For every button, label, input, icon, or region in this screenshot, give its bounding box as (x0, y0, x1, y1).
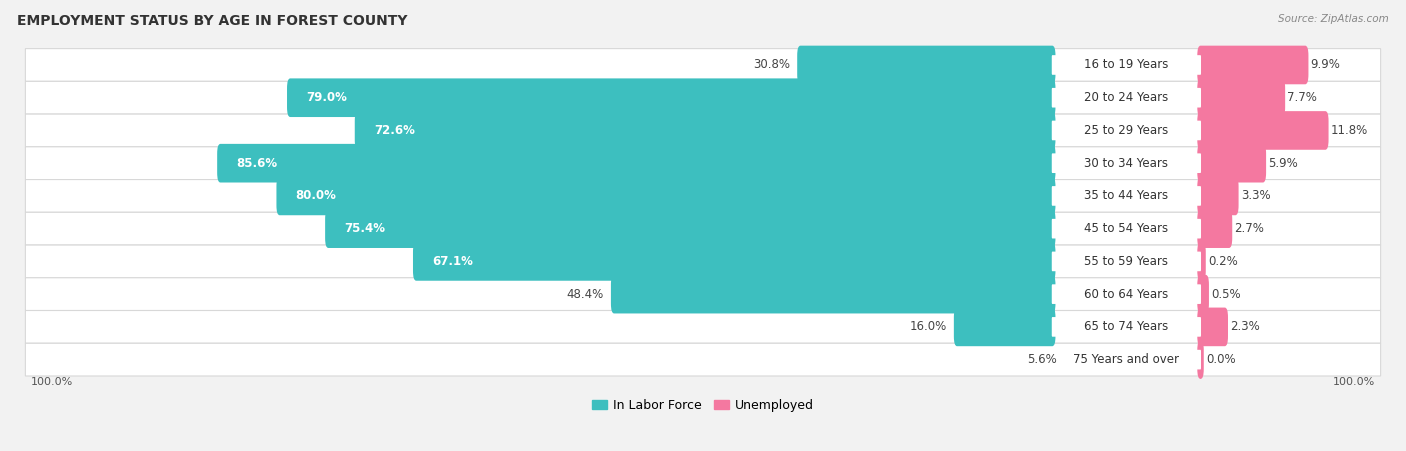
Text: 100.0%: 100.0% (31, 377, 73, 387)
FancyBboxPatch shape (1052, 350, 1201, 369)
FancyBboxPatch shape (1052, 186, 1201, 206)
FancyBboxPatch shape (1052, 55, 1201, 75)
FancyBboxPatch shape (1198, 46, 1309, 84)
FancyBboxPatch shape (25, 212, 1381, 245)
FancyBboxPatch shape (1198, 275, 1209, 313)
Text: 80.0%: 80.0% (295, 189, 336, 202)
FancyBboxPatch shape (1198, 242, 1206, 281)
Text: 7.7%: 7.7% (1288, 91, 1317, 104)
FancyBboxPatch shape (413, 242, 1056, 281)
Text: 35 to 44 Years: 35 to 44 Years (1084, 189, 1168, 202)
FancyBboxPatch shape (1198, 308, 1227, 346)
Text: 60 to 64 Years: 60 to 64 Years (1084, 288, 1168, 301)
Text: 67.1%: 67.1% (432, 255, 472, 268)
FancyBboxPatch shape (1052, 252, 1201, 271)
Text: 20 to 24 Years: 20 to 24 Years (1084, 91, 1168, 104)
FancyBboxPatch shape (1198, 78, 1285, 117)
Text: 48.4%: 48.4% (567, 288, 603, 301)
Text: 100.0%: 100.0% (1333, 377, 1375, 387)
FancyBboxPatch shape (953, 308, 1056, 346)
Text: 75.4%: 75.4% (344, 222, 385, 235)
Text: 25 to 29 Years: 25 to 29 Years (1084, 124, 1168, 137)
FancyBboxPatch shape (25, 310, 1381, 343)
Text: 30 to 34 Years: 30 to 34 Years (1084, 156, 1168, 170)
FancyBboxPatch shape (1052, 153, 1201, 173)
Text: 3.3%: 3.3% (1240, 189, 1271, 202)
Text: 72.6%: 72.6% (374, 124, 415, 137)
Text: 2.3%: 2.3% (1230, 320, 1260, 333)
Text: EMPLOYMENT STATUS BY AGE IN FOREST COUNTY: EMPLOYMENT STATUS BY AGE IN FOREST COUNT… (17, 14, 408, 28)
FancyBboxPatch shape (354, 111, 1056, 150)
Text: 55 to 59 Years: 55 to 59 Years (1084, 255, 1168, 268)
FancyBboxPatch shape (25, 278, 1381, 310)
Text: 30.8%: 30.8% (752, 59, 790, 71)
FancyBboxPatch shape (25, 179, 1381, 212)
FancyBboxPatch shape (612, 275, 1056, 313)
Text: 45 to 54 Years: 45 to 54 Years (1084, 222, 1168, 235)
Text: 0.0%: 0.0% (1206, 353, 1236, 366)
FancyBboxPatch shape (25, 81, 1381, 114)
Text: 9.9%: 9.9% (1310, 59, 1340, 71)
FancyBboxPatch shape (1052, 219, 1201, 239)
FancyBboxPatch shape (1198, 341, 1204, 379)
FancyBboxPatch shape (25, 245, 1381, 278)
Text: 5.9%: 5.9% (1268, 156, 1298, 170)
FancyBboxPatch shape (325, 209, 1056, 248)
Text: 79.0%: 79.0% (307, 91, 347, 104)
FancyBboxPatch shape (25, 49, 1381, 81)
FancyBboxPatch shape (1052, 284, 1201, 304)
FancyBboxPatch shape (25, 114, 1381, 147)
Legend: In Labor Force, Unemployed: In Labor Force, Unemployed (586, 394, 820, 417)
Text: 16 to 19 Years: 16 to 19 Years (1084, 59, 1168, 71)
FancyBboxPatch shape (1198, 177, 1239, 215)
FancyBboxPatch shape (287, 78, 1056, 117)
Text: 85.6%: 85.6% (236, 156, 277, 170)
Text: 0.5%: 0.5% (1211, 288, 1240, 301)
Text: 5.6%: 5.6% (1026, 353, 1056, 366)
FancyBboxPatch shape (1052, 120, 1201, 140)
FancyBboxPatch shape (25, 343, 1381, 376)
Text: 11.8%: 11.8% (1330, 124, 1368, 137)
Text: 0.2%: 0.2% (1208, 255, 1237, 268)
FancyBboxPatch shape (217, 144, 1056, 183)
FancyBboxPatch shape (1052, 317, 1201, 337)
Text: 65 to 74 Years: 65 to 74 Years (1084, 320, 1168, 333)
Text: 75 Years and over: 75 Years and over (1073, 353, 1180, 366)
Text: 16.0%: 16.0% (910, 320, 946, 333)
FancyBboxPatch shape (1198, 209, 1232, 248)
FancyBboxPatch shape (277, 177, 1056, 215)
FancyBboxPatch shape (25, 147, 1381, 179)
FancyBboxPatch shape (1052, 88, 1201, 107)
FancyBboxPatch shape (797, 46, 1056, 84)
FancyBboxPatch shape (1198, 111, 1329, 150)
Text: 2.7%: 2.7% (1234, 222, 1264, 235)
Text: Source: ZipAtlas.com: Source: ZipAtlas.com (1278, 14, 1389, 23)
FancyBboxPatch shape (1198, 144, 1265, 183)
